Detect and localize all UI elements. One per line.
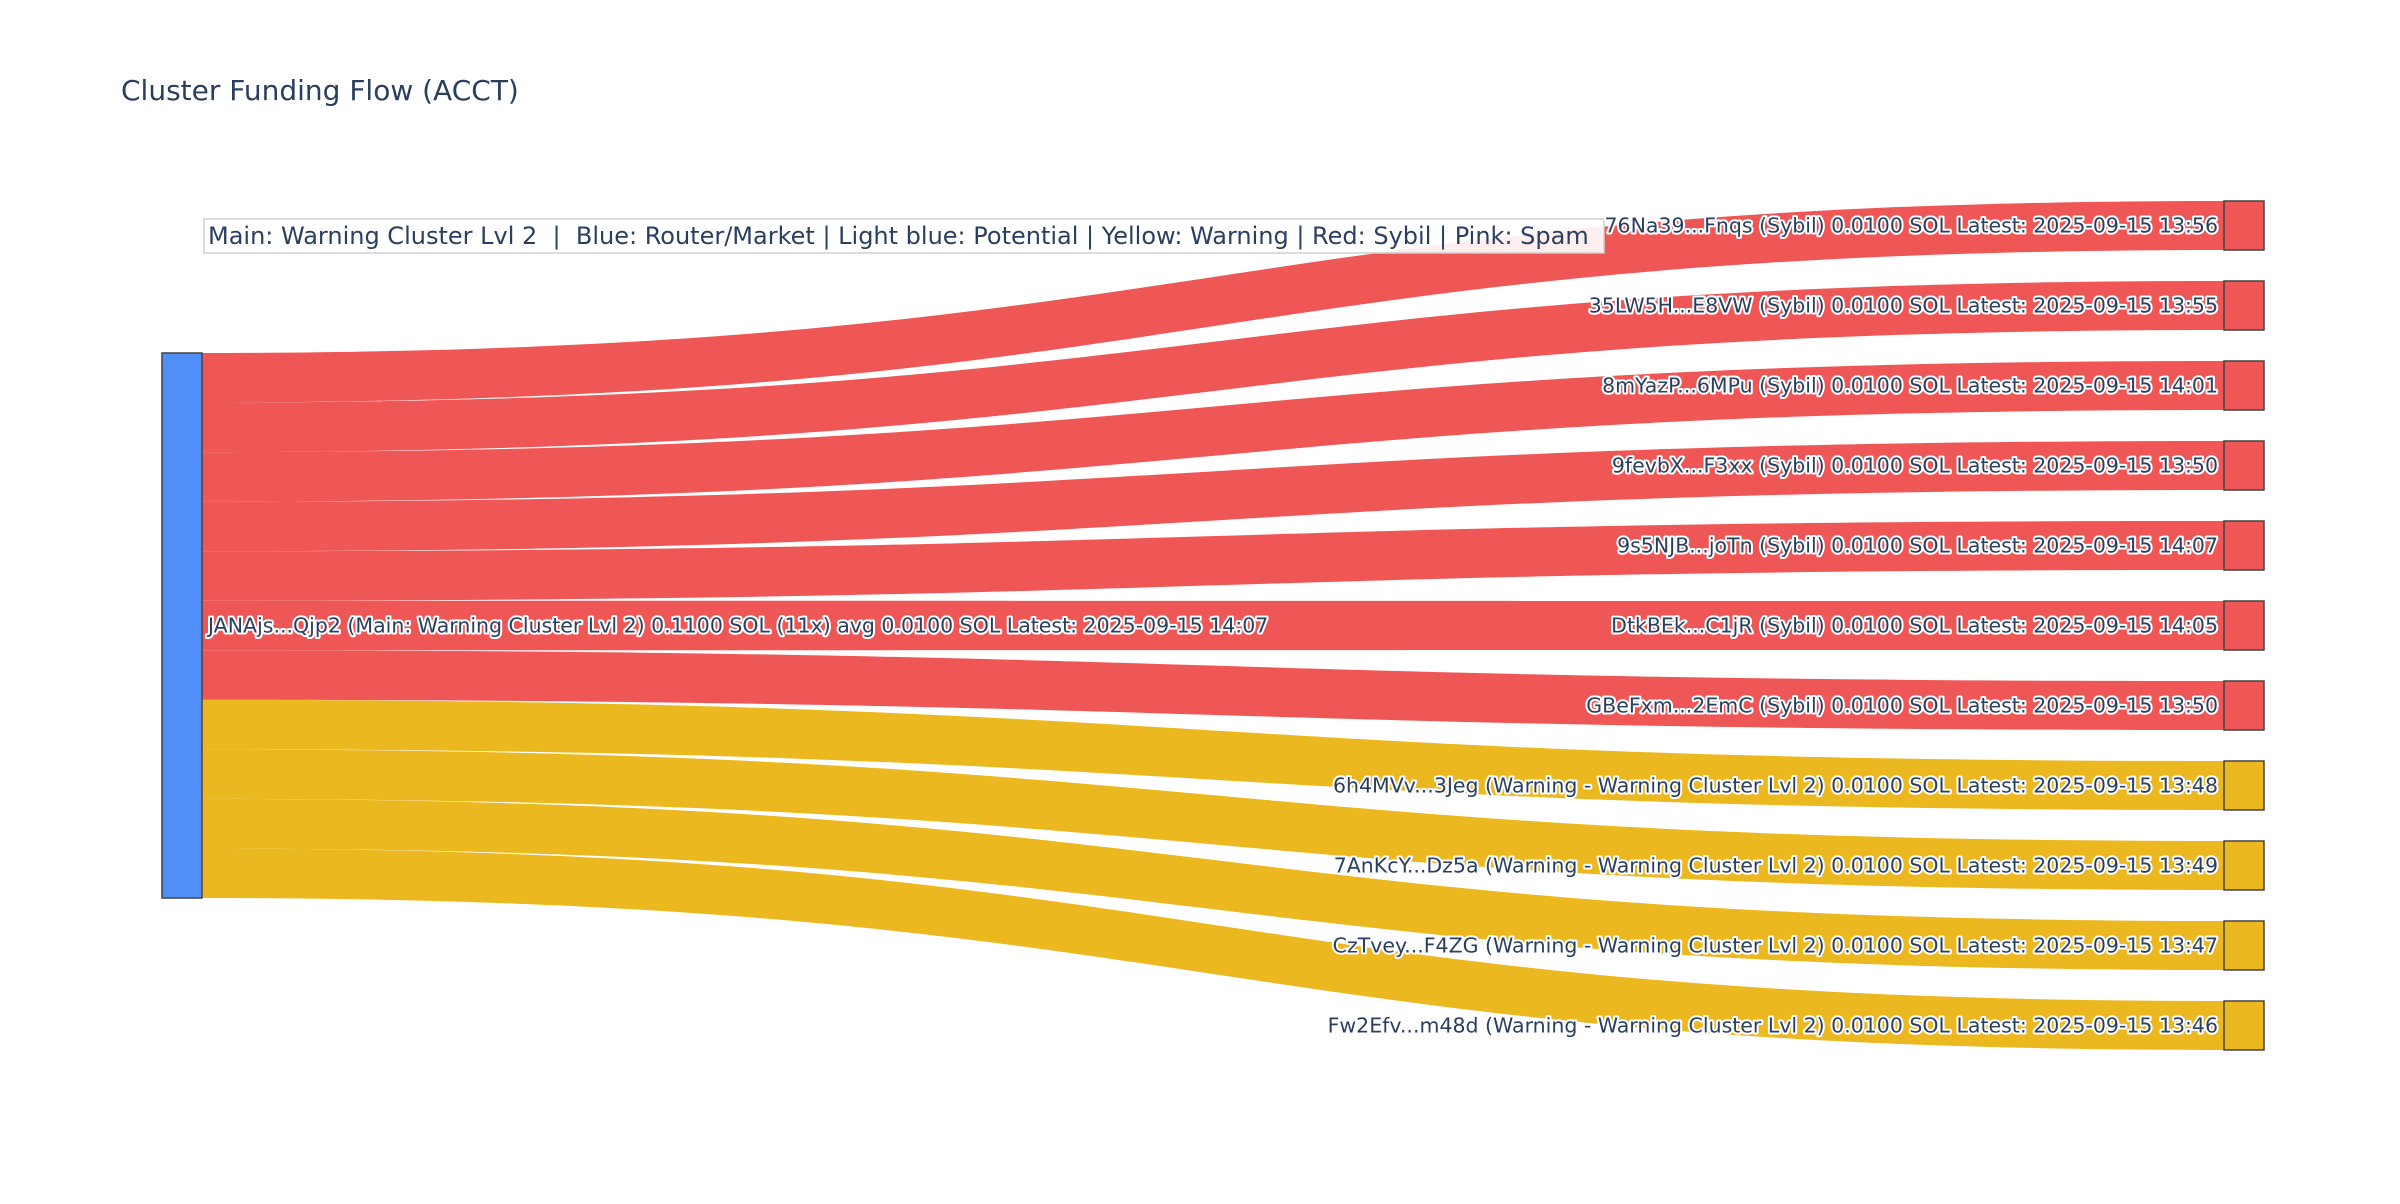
target-node[interactable] [2223,280,2265,331]
flow-link[interactable] [202,361,2224,502]
target-node-label: 76Na39...Fnqs (Sybil) 0.0100 SOL Latest:… [1604,214,2218,238]
flow-link[interactable] [202,600,2224,651]
flow-link[interactable] [202,798,2224,970]
legend: Main: Warning Cluster Lvl 2 | Blue: Rout… [203,218,1605,254]
target-node[interactable] [2223,360,2265,411]
target-node[interactable] [2223,440,2265,491]
target-node-label: 9s5NJB...joTn (Sybil) 0.0100 SOL Latest:… [1617,534,2218,558]
flow-link[interactable] [202,521,2224,601]
target-node[interactable] [2223,1000,2265,1051]
target-node-label: 35LW5H...E8VW (Sybil) 0.0100 SOL Latest:… [1589,294,2218,318]
flow-link[interactable] [202,848,2224,1050]
target-node-label: GBeFxm...2EmC (Sybil) 0.0100 SOL Latest:… [1586,694,2218,718]
target-node-label: 8mYazP...6MPu (Sybil) 0.0100 SOL Latest:… [1602,374,2218,398]
target-node-label: 7AnKcY...Dz5a (Warning - Warning Cluster… [1334,854,2218,878]
legend-box [203,218,1605,254]
target-node[interactable] [2223,680,2265,731]
target-node-label: 9fevbX...F3xx (Sybil) 0.0100 SOL Latest:… [1612,454,2218,478]
flow-links [202,201,2224,1050]
target-node[interactable] [2223,760,2265,811]
node-labels: JANAjs...Qjp2 (Main: Warning Cluster Lvl… [204,212,2220,1040]
source-node[interactable] [161,352,203,899]
target-node-label: CzTvey...F4ZG (Warning - Warning Cluster… [1333,934,2218,958]
target-node-label: Fw2Efv...m48d (Warning - Warning Cluster… [1328,1014,2218,1038]
flow-link[interactable] [202,650,2224,730]
flow-link[interactable] [202,441,2224,552]
target-node-label: DtkBEk...C1jR (Sybil) 0.0100 SOL Latest:… [1611,614,2218,638]
flow-link[interactable] [202,201,2224,403]
target-node-label: 6h4MVv...3Jeg (Warning - Warning Cluster… [1333,774,2218,798]
page-title: Cluster Funding Flow (ACCT) [121,74,519,107]
source-node-label: JANAjs...Qjp2 (Main: Warning Cluster Lvl… [206,614,1268,638]
flow-link[interactable] [202,749,2224,890]
flow-link[interactable] [202,281,2224,453]
target-node[interactable] [2223,600,2265,651]
target-node[interactable] [2223,200,2265,251]
target-node[interactable] [2223,840,2265,891]
target-node[interactable] [2223,520,2265,571]
flow-nodes [161,200,2265,1051]
target-node[interactable] [2223,920,2265,971]
legend-text: Main: Warning Cluster Lvl 2 | Blue: Rout… [208,222,1589,250]
flow-link[interactable] [202,699,2224,810]
